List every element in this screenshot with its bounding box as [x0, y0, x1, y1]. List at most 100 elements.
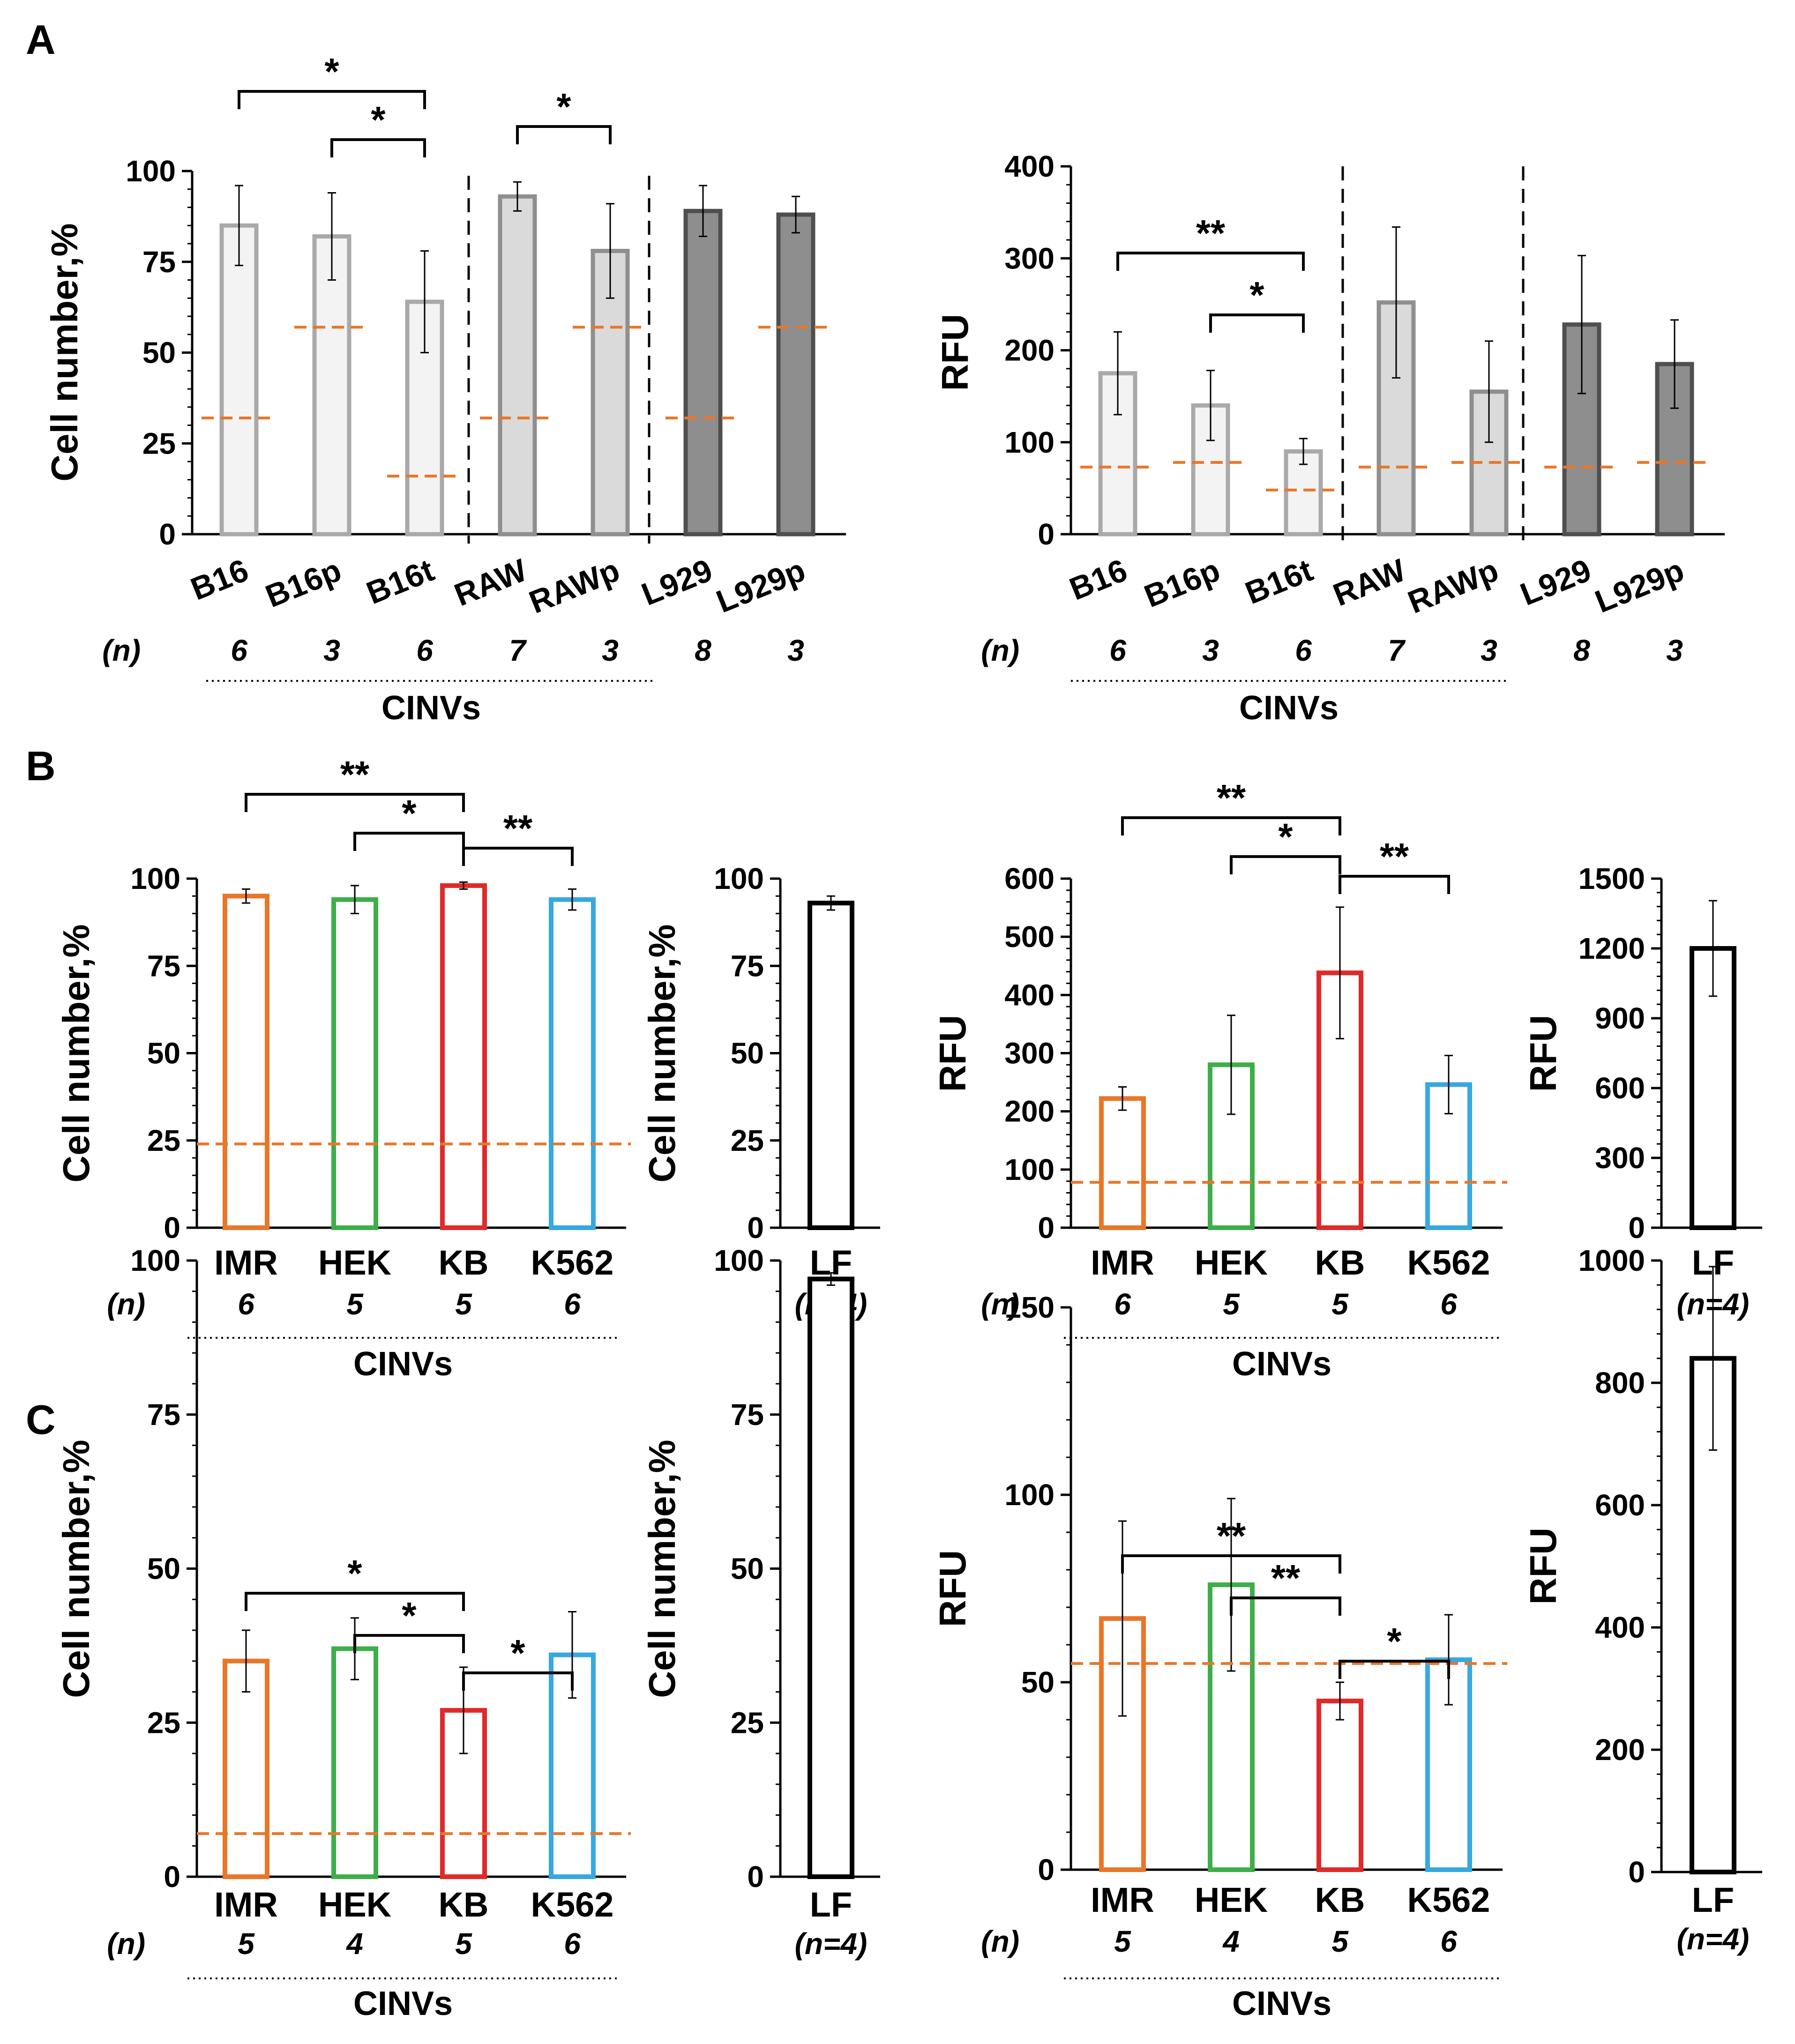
significance-bracket [1121, 1554, 1341, 1574]
bar-b16p [312, 234, 352, 537]
significance-mark: ** [503, 807, 533, 849]
n-label: (n) [102, 634, 141, 667]
y-tick-label: 400 [1004, 978, 1055, 1012]
significance-mark: * [347, 1552, 362, 1594]
n-value-imr: 6 [238, 1287, 254, 1321]
y-tick-label: 1200 [1578, 932, 1645, 965]
category-label-b16: B16 [1064, 552, 1132, 607]
n-value-raw: 7 [1388, 634, 1406, 667]
y-tick-label: 100 [714, 862, 764, 895]
n-value-hek: 5 [1223, 1287, 1240, 1321]
significance-bracket [238, 90, 426, 109]
n-value-l929p: 3 [787, 634, 804, 667]
y-tick-label: 100 [1004, 425, 1055, 459]
n-value-lf: (n=4) [795, 1927, 868, 1961]
category-label-b16t: B16t [1240, 552, 1317, 611]
y-tick-label: 75 [731, 1398, 764, 1432]
y-tick-label: 0 [747, 1860, 764, 1894]
n-label: (n) [981, 1925, 1019, 1958]
y-axis-label: Cell number,% [641, 1440, 683, 1698]
category-label-l929: L929 [1515, 552, 1596, 612]
y-tick-label: 75 [731, 949, 764, 983]
n-value-b16t: 6 [416, 634, 433, 667]
y-tick-label: 50 [147, 1552, 180, 1586]
n-label: (n) [981, 634, 1019, 667]
y-axis-label: RFU [1522, 1015, 1564, 1092]
bar-hek [1208, 1062, 1255, 1230]
category-label-k562: K562 [531, 1243, 614, 1282]
bar-b16 [219, 223, 259, 537]
category-label-rawp: RAWp [1403, 552, 1503, 620]
y-tick-label: 150 [1004, 1291, 1055, 1324]
n-value-b16p: 3 [1202, 634, 1219, 667]
y-tick-label: 0 [747, 1211, 764, 1245]
y-tick-label: 0 [164, 1211, 180, 1245]
bar-l929 [683, 209, 723, 537]
n-value-rawp: 3 [1481, 634, 1497, 667]
y-axis-label: Cell number,% [641, 924, 683, 1182]
panel-label-c: C [26, 1396, 56, 1443]
bar-imr [223, 894, 269, 1230]
y-tick-label: 50 [147, 1037, 180, 1070]
significance-mark: * [510, 1632, 525, 1674]
y-tick-label: 0 [1628, 1211, 1645, 1245]
bar-kb [440, 883, 487, 1230]
bar-k562 [549, 897, 596, 1230]
chart-5: 0 100 200 300 400 500 600 RFU IMR 6 HEK 5 KB 5 K562 6 (n… [932, 777, 1507, 1383]
n-value-l929: 8 [695, 634, 711, 667]
category-label-l929p: L929p [1590, 552, 1689, 619]
category-label-lf: LF [810, 1885, 852, 1924]
bar-hek [331, 1646, 378, 1879]
panel-label-b: B [26, 743, 56, 789]
group-label: CINVs [353, 1345, 453, 1383]
chart-2: 0100200300400RFUB166B16p3B16t6RAW7RAWp3L… [934, 149, 1725, 727]
category-label-lf: LF [1692, 1880, 1734, 1919]
y-tick-label: 400 [1004, 149, 1055, 183]
y-axis-label: Cell number,% [55, 1440, 97, 1698]
y-tick-label: 25 [731, 1124, 764, 1157]
significance-bracket [1230, 1596, 1341, 1616]
significance-mark: * [402, 792, 417, 834]
group-label: CINVs [1239, 689, 1339, 727]
n-label: (n) [107, 1287, 145, 1321]
significance-mark: ** [1196, 212, 1226, 254]
significance-mark: ** [1217, 1515, 1246, 1557]
n-value-imr: 6 [1114, 1287, 1131, 1321]
significance-mark: ** [1217, 777, 1246, 819]
bar-lf [808, 1276, 854, 1879]
group-label: CINVs [1232, 1345, 1331, 1383]
y-tick-label: 100 [714, 1244, 764, 1277]
bar-imr [1099, 1616, 1146, 1872]
n-value-rawp: 3 [602, 634, 619, 667]
y-tick-label: 50 [731, 1037, 764, 1070]
significance-bracket [353, 1634, 465, 1653]
significance-mark: * [324, 51, 339, 92]
n-value-l929p: 3 [1666, 634, 1683, 667]
significance-mark: * [1249, 274, 1264, 316]
y-tick-label: 75 [147, 949, 180, 983]
y-tick-label: 600 [1595, 1071, 1645, 1105]
significance-bracket [245, 1592, 465, 1611]
category-label-b16: B16 [186, 552, 253, 607]
bar-imr [1099, 1096, 1146, 1231]
significance-mark: ** [1380, 836, 1409, 877]
category-label-l929p: L929p [711, 552, 810, 619]
n-value-k562: 6 [1440, 1287, 1457, 1321]
y-axis-label: Cell number,% [55, 924, 97, 1182]
category-label-hek: HEK [1195, 1243, 1268, 1282]
y-axis-label: RFU [1522, 1528, 1564, 1604]
category-label-l929: L929 [636, 552, 717, 612]
n-value-b16p: 3 [323, 634, 340, 667]
group-label: CINVs [381, 689, 481, 727]
category-label-raw: RAW [1328, 552, 1411, 613]
y-tick-label: 200 [1004, 334, 1055, 367]
significance-bracket [516, 125, 612, 144]
y-axis-label: RFU [932, 1015, 973, 1092]
significance-mark: * [1387, 1620, 1402, 1662]
significance-bracket [462, 1671, 574, 1691]
group-label: CINVs [1232, 1985, 1331, 2022]
significance-bracket [462, 847, 574, 866]
y-tick-label: 100 [130, 862, 180, 895]
significance-mark: ** [1271, 1557, 1301, 1599]
